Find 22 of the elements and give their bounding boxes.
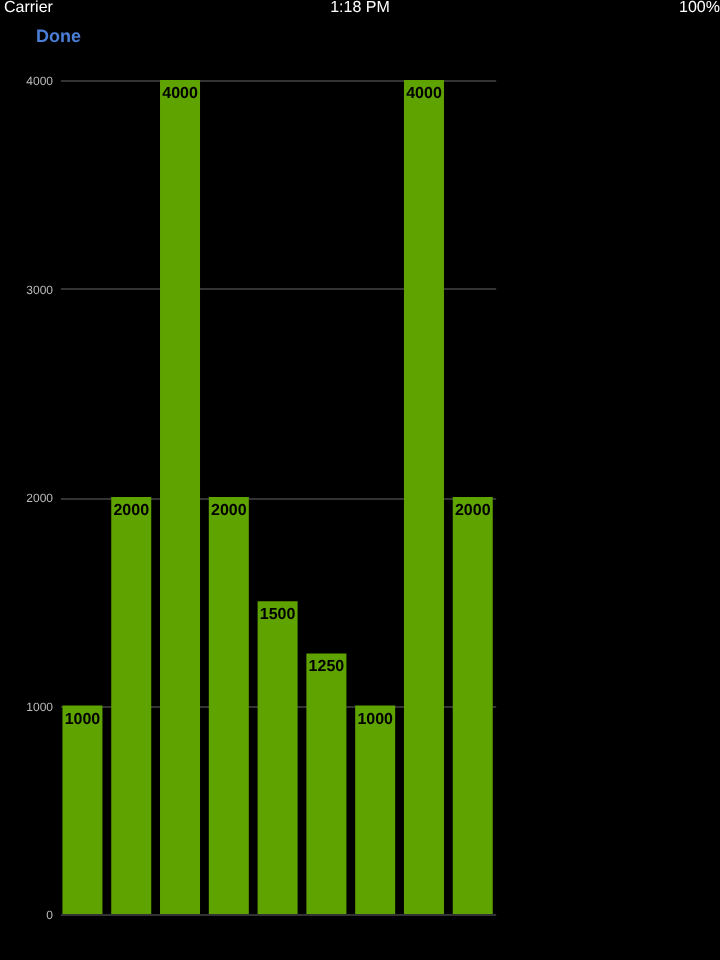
bar — [111, 497, 152, 914]
bar — [257, 601, 298, 914]
text: 1:18 PM — [330, 0, 391, 16]
bar — [452, 497, 493, 914]
text: Carrier — [4, 0, 54, 16]
data-label: 2000 — [211, 501, 248, 519]
bar — [62, 705, 103, 914]
data-label: 2000 — [113, 501, 151, 519]
data-label: 1000 — [357, 709, 395, 728]
data-label: 2000 — [454, 501, 492, 519]
bar — [355, 705, 396, 914]
text: 100% — [679, 0, 720, 16]
bar — [306, 653, 347, 914]
bar — [160, 80, 201, 914]
data-label: 1500 — [259, 605, 297, 624]
bar — [208, 497, 249, 914]
data-label: 4000 — [162, 84, 199, 102]
text: Done — [36, 26, 81, 46]
data-label: 1000 — [64, 709, 102, 728]
bar — [403, 80, 444, 914]
data-label: 1250 — [308, 657, 346, 676]
data-label: 4000 — [406, 84, 443, 102]
